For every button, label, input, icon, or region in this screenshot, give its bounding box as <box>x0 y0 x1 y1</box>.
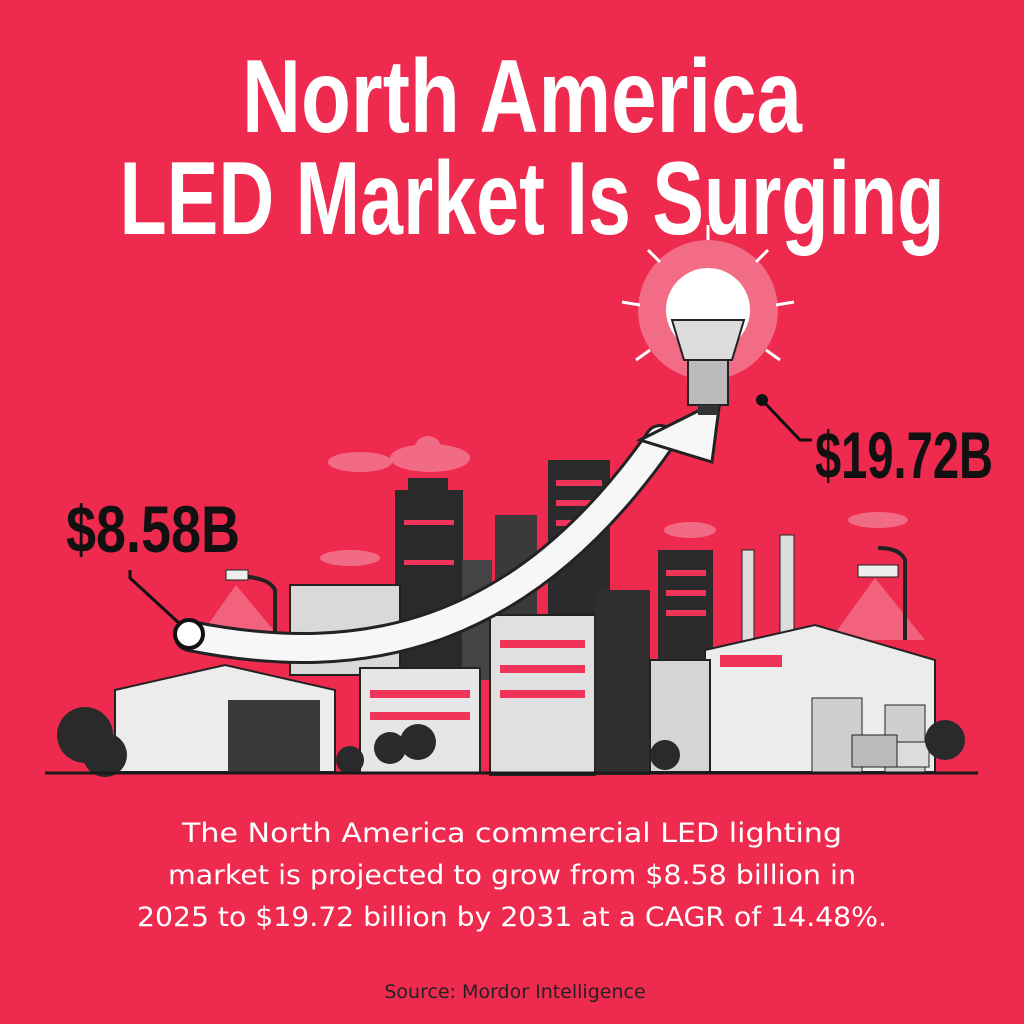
callout-start: $8.58B <box>66 492 240 626</box>
description-line: The North America commercial LED lightin… <box>181 818 842 849</box>
light-bulb <box>621 225 795 415</box>
source: Source: Mordor Intelligence <box>384 981 645 1003</box>
end-value-label: $19.72B <box>815 418 993 492</box>
callout-end: $19.72B <box>756 394 993 492</box>
title-line: LED Market Is Surging <box>120 141 945 257</box>
growth-arrow <box>173 397 722 664</box>
description-line: market is projected to grow from $8.58 b… <box>168 860 856 891</box>
title-line: North America <box>242 39 803 155</box>
description-line: 2025 to $19.72 billion by 2031 at a CAGR… <box>137 902 887 933</box>
start-value-label: $8.58B <box>66 492 240 566</box>
